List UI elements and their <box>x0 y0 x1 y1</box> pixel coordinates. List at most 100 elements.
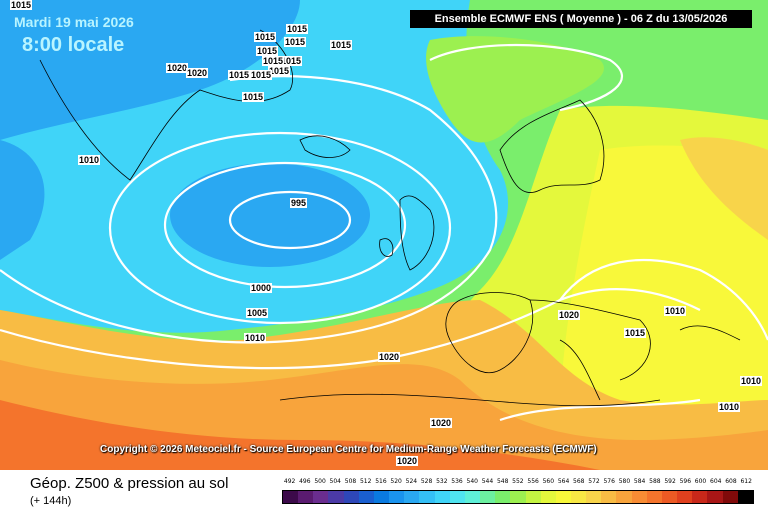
scale-label: 540 <box>466 478 478 485</box>
isobar-label: 1015 <box>280 56 303 66</box>
scale-swatch <box>313 491 329 503</box>
color-scale: 492 496 500 504 508 512 516 520 524 528 532 536 540 5… <box>282 478 754 508</box>
scale-swatch <box>525 491 541 503</box>
forecast-date: Mardi 19 mai 2026 <box>14 14 134 30</box>
scale-label: 492 <box>283 478 296 485</box>
scale-label: 552 <box>512 478 524 485</box>
color-scale-labels: 492 496 500 504 508 512 516 520 524 528 532 536 540 5… <box>282 478 754 488</box>
scale-swatch <box>540 491 556 503</box>
model-run-banner: Ensemble ECMWF ENS ( Moyenne ) - 06 Z du… <box>410 10 752 28</box>
map-canvas <box>0 0 768 470</box>
isobar-label: 1020 <box>378 352 401 362</box>
isobar-label: 1010 <box>740 376 763 386</box>
isobar-label: 1015 <box>242 92 265 102</box>
scale-swatch <box>616 491 632 503</box>
isobar-label: 1015 <box>330 40 353 50</box>
field-title: Géop. Z500 & pression au sol <box>30 475 229 492</box>
scale-swatch <box>646 491 662 503</box>
scale-swatch <box>480 491 496 503</box>
isobar-label: 1015 <box>284 37 307 47</box>
isobar-label: 1000 <box>250 283 273 293</box>
isobar-label: 1015 <box>254 32 277 42</box>
isobar-label: 1015 <box>250 70 273 80</box>
scale-label: 532 <box>436 478 448 485</box>
isobar-label: 995 <box>290 198 308 208</box>
isobar-label: 1015 <box>286 24 309 34</box>
isobar-label: 1015 <box>256 46 279 56</box>
scale-label: 604 <box>710 478 722 485</box>
scale-swatch <box>722 491 738 503</box>
scale-label: 516 <box>375 478 387 485</box>
scale-label: 504 <box>329 478 341 485</box>
scale-label: 580 <box>618 478 631 485</box>
scale-swatch <box>419 491 435 503</box>
scale-label: 572 <box>588 478 600 485</box>
scale-swatch <box>343 491 359 503</box>
scale-label: 556 <box>527 478 539 485</box>
scale-label: 500 <box>314 478 326 485</box>
scale-swatch <box>737 491 753 503</box>
scale-swatch <box>586 491 602 503</box>
scale-swatch <box>464 491 481 503</box>
scale-swatch <box>373 491 390 503</box>
isobar-label: 1015 <box>228 70 251 80</box>
isobar-label: 1020 <box>430 418 453 428</box>
scale-label: 536 <box>451 478 463 485</box>
scale-swatch <box>434 491 450 503</box>
isobar-label: 1010 <box>78 155 101 165</box>
isobar-label: 1020 <box>396 456 419 466</box>
lead-time: (+ 144h) <box>30 495 72 507</box>
copyright-notice: Copyright © 2026 Meteociel.fr - Source E… <box>100 444 597 455</box>
scale-swatch <box>631 491 647 503</box>
scale-label: 608 <box>725 478 737 485</box>
color-scale-bar <box>282 490 754 504</box>
scale-label: 496 <box>299 478 311 485</box>
scale-label: 512 <box>359 478 372 485</box>
scale-label: 544 <box>481 478 494 485</box>
scale-label: 596 <box>679 478 692 485</box>
scale-swatch <box>298 491 314 503</box>
scale-label: 560 <box>542 478 555 485</box>
scale-swatch <box>677 491 693 503</box>
scale-label: 508 <box>344 478 357 485</box>
isobar-label: 1010 <box>664 306 687 316</box>
scale-label: 528 <box>420 478 433 485</box>
scale-label: 600 <box>694 478 707 485</box>
scale-label: 592 <box>664 478 676 485</box>
scale-swatch <box>555 491 571 503</box>
scale-label: 564 <box>557 478 570 485</box>
isobar-label: 1015 <box>624 328 647 338</box>
scale-label: 588 <box>649 478 661 485</box>
scale-swatch <box>692 491 708 503</box>
map-footer: Géop. Z500 & pression au sol (+ 144h) 49… <box>0 470 768 512</box>
scale-swatch <box>495 491 511 503</box>
scale-label: 576 <box>603 478 615 485</box>
isobar-label: 1020 <box>186 68 209 78</box>
scale-label: 584 <box>633 478 646 485</box>
scale-swatch <box>358 491 374 503</box>
forecast-time: 8:00 locale <box>22 34 125 56</box>
scale-swatch <box>570 491 587 503</box>
scale-swatch <box>328 491 344 503</box>
scale-swatch <box>283 491 299 503</box>
scale-swatch <box>449 491 465 503</box>
scale-swatch <box>389 491 405 503</box>
isobar-label: 1015 <box>268 66 291 76</box>
scale-label: 524 <box>405 478 418 485</box>
scale-swatch <box>707 491 723 503</box>
scale-swatch <box>510 491 526 503</box>
isobar-label: 1015 <box>10 0 33 10</box>
isobar-label: 1010 <box>244 333 267 343</box>
scale-label: 568 <box>573 478 585 485</box>
scale-swatch <box>404 491 420 503</box>
isobar-label: 1020 <box>166 63 189 73</box>
isobar-label: 1005 <box>246 308 269 318</box>
scale-label: 548 <box>496 478 509 485</box>
scale-label: 612 <box>740 478 752 485</box>
scale-swatch <box>661 491 678 503</box>
scale-label: 520 <box>390 478 402 485</box>
isobar-label: 1020 <box>558 310 581 320</box>
weather-map: Mardi 19 mai 2026 8:00 locale Ensemble E… <box>0 0 768 470</box>
scale-swatch <box>601 491 617 503</box>
isobar-label: 1015 <box>262 56 285 66</box>
